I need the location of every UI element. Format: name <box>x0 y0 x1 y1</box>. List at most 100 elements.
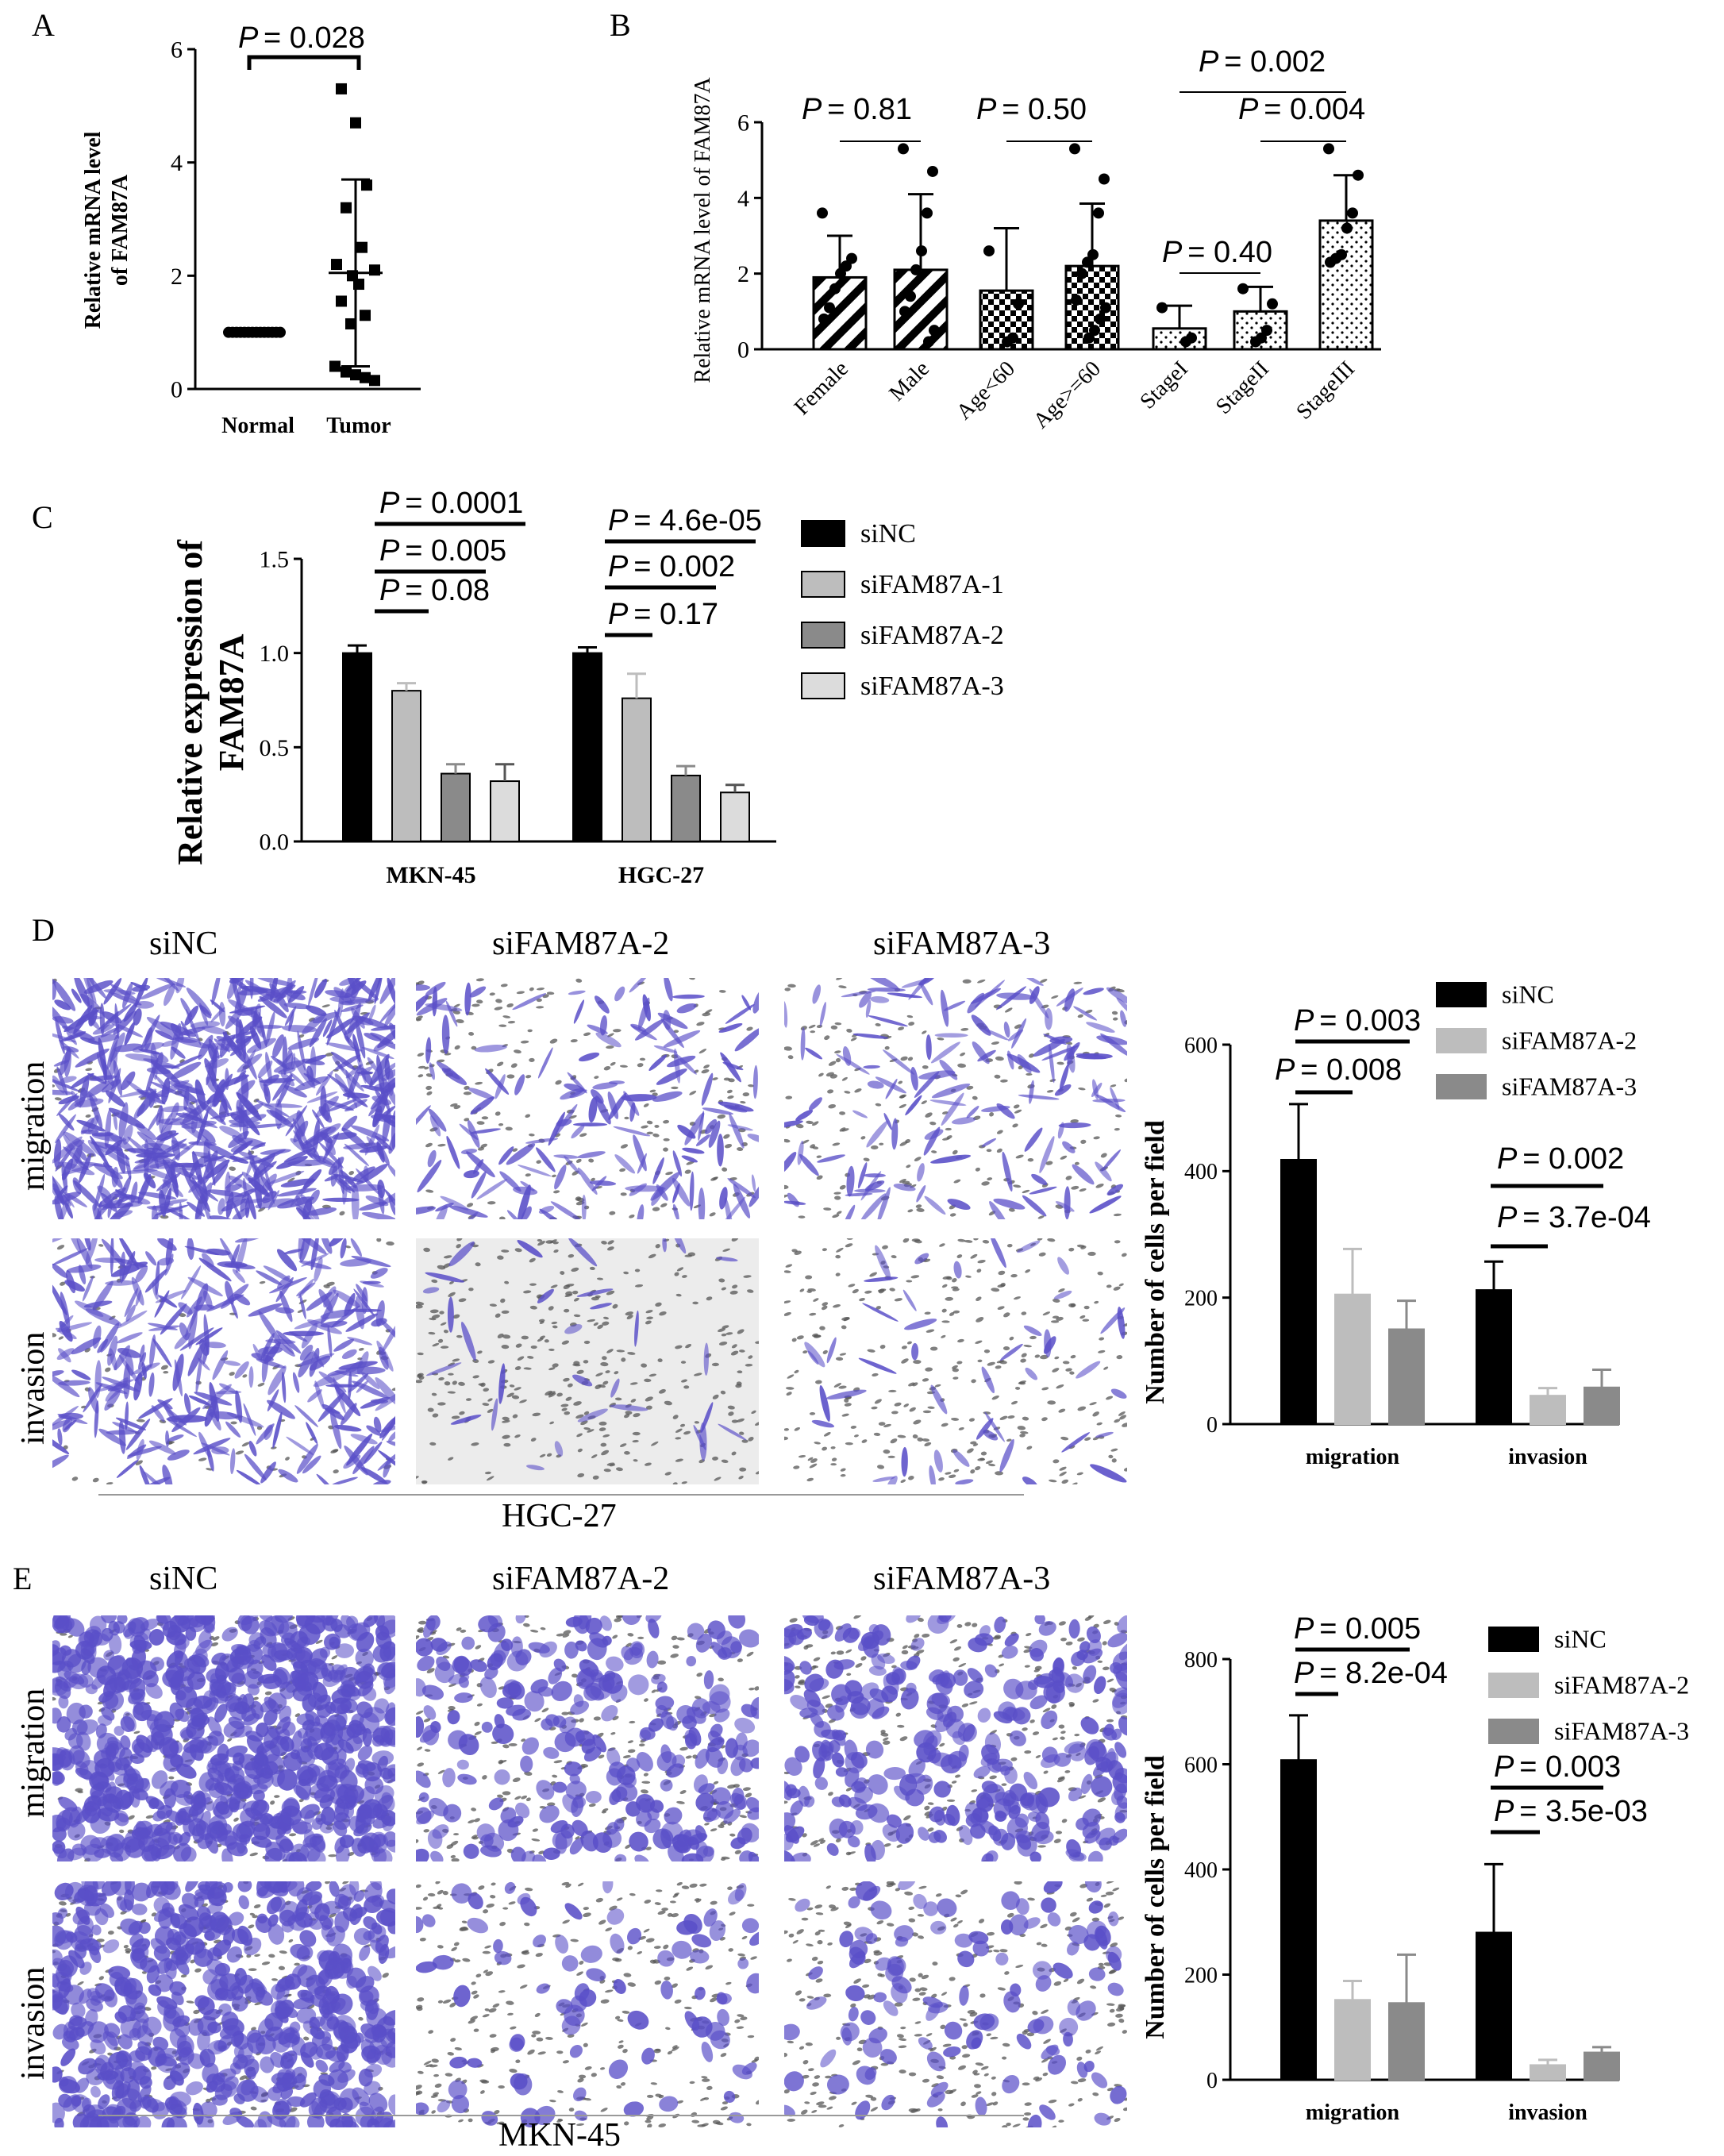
pore <box>1041 1417 1048 1422</box>
pore <box>125 1948 132 1953</box>
pore <box>737 1147 744 1151</box>
pore <box>717 1114 725 1119</box>
pore <box>952 1149 958 1155</box>
stained-cell <box>1064 1186 1071 1219</box>
stained-cell <box>421 1684 444 1700</box>
pore <box>609 1211 616 1215</box>
panel-b-point <box>898 143 909 155</box>
stained-cell <box>282 1025 317 1033</box>
stained-cell <box>206 1099 216 1114</box>
panel-d-row-label-migration: migration <box>15 1061 52 1191</box>
pore <box>939 1243 945 1247</box>
stained-cell <box>208 1044 217 1063</box>
stained-cell <box>320 1320 348 1328</box>
pore <box>787 984 796 988</box>
pore <box>190 1959 195 1964</box>
stained-cell <box>1034 1615 1045 1625</box>
stained-cell <box>463 1843 479 1859</box>
stained-cell <box>1111 1728 1122 1741</box>
stained-cell <box>1041 1710 1058 1730</box>
stained-cell <box>264 1847 283 1861</box>
pore <box>571 1267 579 1272</box>
pore <box>552 1363 559 1368</box>
stained-cell <box>870 995 890 1003</box>
pore <box>548 1348 555 1351</box>
stained-cell <box>147 1322 178 1330</box>
pore <box>625 1311 633 1316</box>
pore <box>675 1428 683 1433</box>
stained-cell <box>656 1068 687 1085</box>
stained-cell <box>187 1238 194 1261</box>
stained-cell <box>381 1188 395 1205</box>
pore <box>945 1127 952 1131</box>
pore <box>907 1057 914 1061</box>
pore <box>883 1737 889 1741</box>
pore <box>991 1288 1000 1292</box>
pore <box>626 1315 633 1320</box>
stained-cell <box>135 1265 148 1283</box>
pore <box>1097 1797 1106 1803</box>
stained-cell <box>90 1837 107 1849</box>
panel-c-y-tick-label: 0.5 <box>260 735 290 761</box>
stained-cell <box>94 1750 112 1769</box>
stained-cell <box>87 1796 99 1807</box>
pore <box>835 1057 841 1063</box>
stained-cell <box>195 1327 223 1346</box>
stained-cell <box>94 1173 106 1211</box>
panel-d-bar <box>1334 1293 1371 1425</box>
stained-cell <box>294 1238 327 1255</box>
panel-c-pvalue-p: P <box>608 598 629 631</box>
pore <box>835 1272 841 1276</box>
pore <box>416 1710 424 1715</box>
pore <box>144 2007 152 2012</box>
pore <box>632 1439 639 1443</box>
stained-cell <box>550 1201 583 1219</box>
stained-cell <box>225 1745 248 1758</box>
pore <box>417 1762 425 1767</box>
pore <box>810 1840 818 1846</box>
stained-cell <box>695 1134 710 1146</box>
stained-cell <box>169 1702 185 1721</box>
stained-cell <box>1062 1141 1076 1153</box>
stained-cell <box>166 1418 197 1438</box>
stained-cell <box>1007 1050 1014 1070</box>
stained-cell <box>838 1794 852 1808</box>
stained-cell <box>317 1392 345 1423</box>
stained-cell <box>728 1615 746 1629</box>
stained-cell <box>283 1248 304 1254</box>
pore <box>784 1800 788 1804</box>
panel-a-tumor-point <box>341 202 352 214</box>
pore <box>855 1662 863 1668</box>
stained-cell <box>891 1118 899 1150</box>
stained-cell <box>855 1804 878 1820</box>
stained-cell <box>211 1652 227 1665</box>
pore <box>968 1418 975 1422</box>
stained-cell <box>105 1090 125 1107</box>
pore <box>467 1203 474 1207</box>
stained-cell <box>63 1676 79 1689</box>
pore <box>1029 1335 1037 1340</box>
pore <box>875 1306 882 1310</box>
stained-cell <box>265 991 287 999</box>
stained-cell <box>233 1033 258 1049</box>
pore <box>529 1057 535 1062</box>
stained-cell <box>361 1046 394 1060</box>
pore <box>568 1383 573 1388</box>
stained-cell <box>380 1661 395 1678</box>
stained-cell <box>381 1319 395 1353</box>
stained-cell <box>371 1750 394 1766</box>
stained-cell <box>1004 1633 1019 1646</box>
pore <box>637 1063 644 1068</box>
stained-cell <box>145 1683 163 1699</box>
pore <box>956 1623 963 1628</box>
pore <box>468 1288 474 1292</box>
stained-cell <box>595 995 610 1014</box>
pore <box>339 1211 345 1216</box>
stained-cell <box>447 1296 454 1333</box>
pore <box>806 1477 814 1482</box>
panel-b-point <box>922 207 933 219</box>
pore <box>644 1698 648 1702</box>
pore <box>724 1143 733 1149</box>
stained-cell <box>441 1014 450 1054</box>
pore <box>539 1453 546 1457</box>
